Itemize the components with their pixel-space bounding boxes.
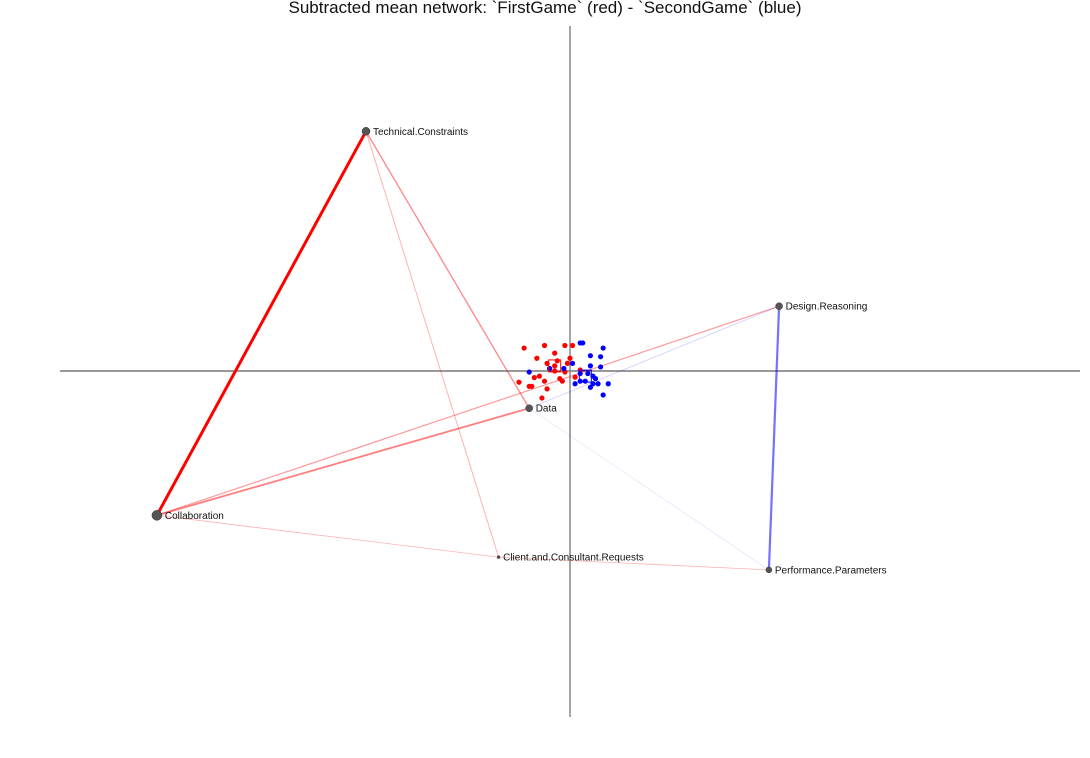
mean-layer [548,359,592,383]
node-label-design-reasoning: Design.Reasoning [786,302,868,313]
second-game-point [587,353,594,359]
first-game-point [534,355,540,361]
node-label-collaboration: Collaboration [165,511,224,522]
first-game-point [544,386,550,392]
first-game-point [562,342,568,349]
second-game-point [598,364,604,370]
edge-data-design-reasoning [528,305,780,409]
first-game-point [541,342,548,349]
first-game-point [572,374,578,380]
node-layer: Technical.Constraints Design.Reasoning Dat… [151,127,887,576]
first-game-point [554,358,560,364]
point-layer [516,340,611,401]
edge-design-reasoning-performance-parameters [767,305,781,572]
second-game-point [572,381,578,387]
second-game-point [595,381,601,387]
node-label-technical-constraints: Technical.Constraints [373,127,468,138]
second-game-point [600,345,606,351]
first-game-point [516,379,522,385]
edge-technical-constraints-data [365,130,530,409]
second-game-point [587,384,594,390]
first-game-point [559,378,565,384]
first-game-point [531,375,537,381]
first-game-mean-square [548,359,562,373]
edge-layer [155,129,781,572]
second-game-point [569,360,576,366]
edge-collaboration-design-reasoning [156,305,780,516]
first-game-point [567,355,573,361]
second-game-point [526,369,532,375]
first-game-point [541,378,548,384]
first-game-point [552,350,558,356]
node-technical-constraints [361,127,371,136]
first-game-point [521,345,527,351]
second-game-point [598,354,604,360]
second-game-point [587,363,594,369]
node-client-and-consultant-requests [496,555,501,559]
edge-client-and-consultant-requests-performance-parameters [498,556,770,571]
first-game-point [569,342,576,349]
edge-technical-constraints-collaboration [155,129,368,517]
node-label-data: Data [536,404,558,415]
node-collaboration [151,510,163,521]
second-game-point [577,378,583,384]
node-performance-parameters [765,566,773,574]
edge-collaboration-data [155,407,531,517]
second-game-point [592,376,599,382]
first-game-point [552,368,558,374]
node-design-reasoning [775,302,783,310]
second-game-point [582,378,588,384]
second-game-point [600,392,606,398]
first-game-point [529,383,535,389]
edge-data-performance-parameters [528,407,770,571]
second-game-point [561,365,567,372]
edge-collaboration-client-and-consultant-requests [156,514,500,558]
first-game-point [536,373,543,379]
edge-technical-constraints-client-and-consultant-requests [365,130,500,558]
second-game-point [605,381,611,387]
node-data [525,404,533,412]
second-game-point [580,340,586,346]
second-game-point [585,370,591,377]
first-game-point [564,360,571,366]
node-label-performance-parameters: Performance.Parameters [775,565,887,576]
node-label-client-and-consultant-requests: Client.and.Consultant.Requests [503,553,644,564]
first-game-point [539,395,545,401]
first-game-point [552,363,558,369]
second-game-mean-square [578,369,592,383]
second-game-point [577,370,583,377]
chart-title: Subtracted mean network: `FirstGame` (re… [288,0,802,17]
second-game-point [547,365,553,372]
